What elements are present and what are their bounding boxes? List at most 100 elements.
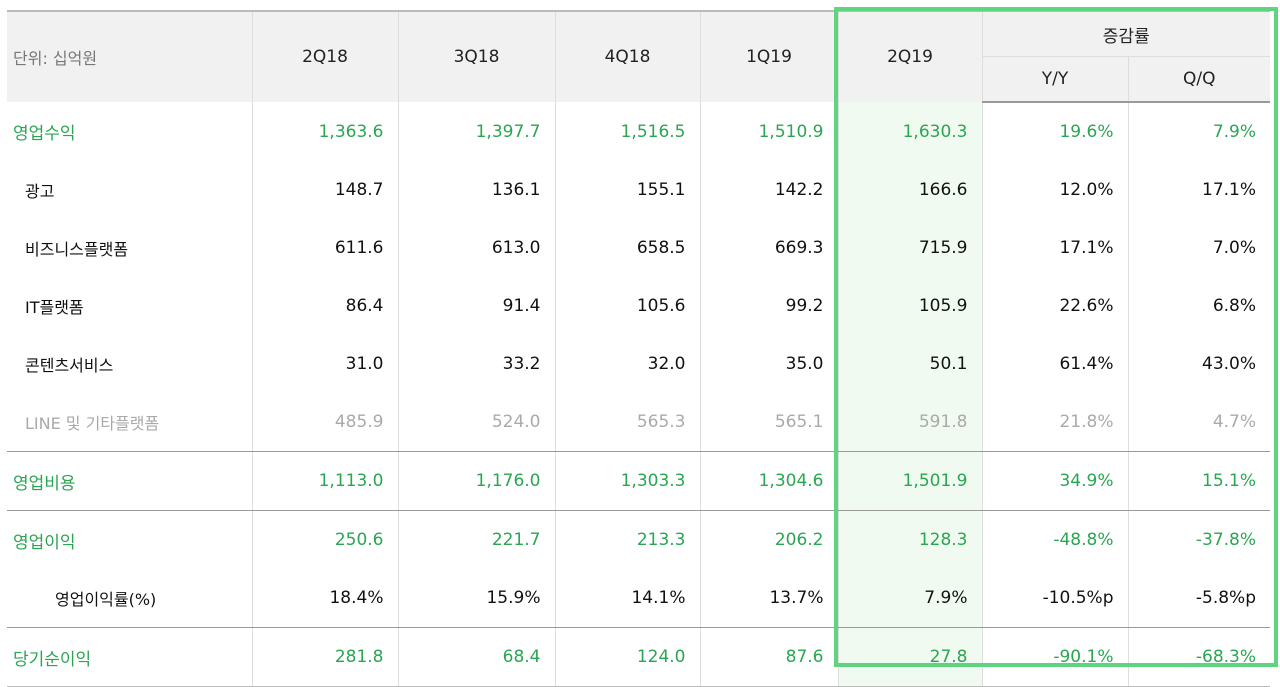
cell-value: 35.0: [699, 335, 838, 393]
cell-value: 1,113.0: [251, 451, 398, 511]
cell-value: 281.8: [251, 627, 398, 687]
cell-value: 6.8%: [1127, 277, 1271, 335]
cell-value: 1,397.7: [397, 102, 555, 161]
cell-value: 166.6: [837, 161, 982, 219]
table-row: 영업비용 1,113.0 1,176.0 1,303.3 1,304.6 1,501.9 3…: [7, 451, 1271, 511]
cell-value: 613.0: [397, 219, 555, 277]
col-yy: Y/Y: [981, 56, 1128, 103]
row-label: 당기순이익: [7, 627, 252, 687]
cell-value: 19.6%: [981, 102, 1128, 161]
cell-value: 68.4: [397, 627, 555, 687]
cell-value: 4.7%: [1127, 393, 1271, 452]
cell-value: 1,510.9: [699, 102, 838, 161]
row-label: 영업이익률(%): [7, 569, 252, 628]
cell-value: 21.8%: [981, 393, 1128, 452]
row-label: 콘텐츠서비스: [25, 356, 114, 375]
row-label: 영업수익: [13, 124, 76, 144]
col-2q18: 2Q18: [251, 10, 398, 102]
cell-value: 7.9%: [837, 569, 982, 628]
table-row: 비즈니스플랫폼 611.6 613.0 658.5 669.3 715.9 17.1% 7.0…: [7, 219, 1271, 277]
cell-value: 155.1: [554, 161, 700, 219]
table-row: 광고 148.7 136.1 155.1 142.2 166.6 12.0% 17.1%: [7, 161, 1271, 219]
cell-value: 591.8: [837, 393, 982, 452]
cell-value: 12.0%: [981, 161, 1128, 219]
cell-value: 124.0: [554, 627, 700, 687]
row-label: 영업비용: [7, 451, 252, 511]
cell-value: -68.3%: [1127, 627, 1271, 687]
cell-value: 669.3: [699, 219, 838, 277]
cell-value: 524.0: [397, 393, 555, 452]
cell-value: 485.9: [251, 393, 398, 452]
cell-value: 22.6%: [981, 277, 1128, 335]
cell-value: 14.1%: [554, 569, 700, 628]
cell-value: 1,516.5: [554, 102, 700, 161]
cell-value: 13.7%: [699, 569, 838, 628]
cell-value: 43.0%: [1127, 335, 1271, 393]
cell-value: 34.9%: [981, 451, 1128, 511]
cell-value: 33.2: [397, 335, 555, 393]
cell-value: 105.6: [554, 277, 700, 335]
col-4q18: 4Q18: [554, 10, 700, 102]
cell-value: 105.9: [837, 277, 982, 335]
table-row: 영업수익 1,363.6 1,397.7 1,516.5 1,510.9 1,630.3 1…: [7, 102, 1271, 161]
table-row: IT플랫폼 86.4 91.4 105.6 99.2 105.9 22.6% 6.8%: [7, 277, 1271, 335]
col-3q18: 3Q18: [397, 10, 555, 102]
cell-value: -48.8%: [981, 510, 1128, 569]
cell-value: 715.9: [837, 219, 982, 277]
table-row: LINE 및 기타플랫폼 485.9 524.0 565.3 565.1 591.8 21.…: [7, 393, 1271, 452]
cell-value: 250.6: [251, 510, 398, 569]
cell-value: 91.4: [397, 277, 555, 335]
cell-value: 148.7: [251, 161, 398, 219]
cell-value: 87.6: [699, 627, 838, 687]
cell-value: 142.2: [699, 161, 838, 219]
cell-value: 27.8: [837, 627, 982, 687]
cell-value: 17.1%: [1127, 161, 1271, 219]
cell-value: 206.2: [699, 510, 838, 569]
cell-value: 1,501.9: [837, 451, 982, 511]
cell-value: 17.1%: [981, 219, 1128, 277]
cell-value: 31.0: [251, 335, 398, 393]
cell-value: 565.3: [554, 393, 700, 452]
cell-value: -5.8%p: [1127, 569, 1271, 628]
col-1q19: 1Q19: [699, 10, 838, 102]
cell-value: 565.1: [699, 393, 838, 452]
table-row: 영업이익률(%) 18.4% 15.9% 14.1% 13.7% 7.9% -10.5%p -…: [7, 569, 1271, 628]
row-label: 광고: [25, 182, 55, 201]
cell-value: 213.3: [554, 510, 700, 569]
cell-value: 221.7: [397, 510, 555, 569]
cell-value: 7.0%: [1127, 219, 1271, 277]
row-label: 영업이익: [13, 532, 76, 553]
cell-value: -37.8%: [1127, 510, 1271, 569]
row-label: 비즈니스플랫폼: [25, 240, 129, 259]
cell-value: 50.1: [837, 335, 982, 393]
cell-value: 611.6: [251, 219, 398, 277]
cell-value: -90.1%: [981, 627, 1128, 687]
unit-label: 단위: 십억원: [7, 10, 252, 102]
table-row: 영업이익 250.6 221.7 213.3 206.2 128.3 -48.8% -37.8…: [7, 510, 1271, 569]
col-change: 증감률: [981, 10, 1271, 57]
cell-value: 128.3: [837, 510, 982, 569]
col-qq: Q/Q: [1127, 56, 1271, 103]
cell-value: 15.9%: [397, 569, 555, 628]
row-label: LINE 및 기타플랫폼: [7, 393, 252, 452]
table-row: 콘텐츠서비스 31.0 33.2 32.0 35.0 50.1 61.4% 43.0%: [7, 335, 1271, 393]
cell-value: 7.9%: [1127, 102, 1271, 161]
cell-value: 86.4: [251, 277, 398, 335]
cell-value: 1,304.6: [699, 451, 838, 511]
cell-value: 99.2: [699, 277, 838, 335]
cell-value: 32.0: [554, 335, 700, 393]
col-2q19: 2Q19: [837, 10, 982, 102]
cell-value: -10.5%p: [981, 569, 1128, 628]
cell-value: 15.1%: [1127, 451, 1271, 511]
financial-table: 단위: 십억원 2Q18 3Q18 4Q18 1Q19 2Q19 증감률 Y/Y…: [7, 10, 1271, 687]
cell-value: 136.1: [397, 161, 555, 219]
cell-value: 1,303.3: [554, 451, 700, 511]
cell-value: 1,630.3: [837, 102, 982, 161]
cell-value: 1,363.6: [251, 102, 398, 161]
cell-value: 18.4%: [251, 569, 398, 628]
cell-value: 658.5: [554, 219, 700, 277]
row-label: IT플랫폼: [25, 298, 84, 317]
table-row: 당기순이익 281.8 68.4 124.0 87.6 27.8 -90.1% -68.3%: [7, 627, 1271, 687]
cell-value: 1,176.0: [397, 451, 555, 511]
cell-value: 61.4%: [981, 335, 1128, 393]
